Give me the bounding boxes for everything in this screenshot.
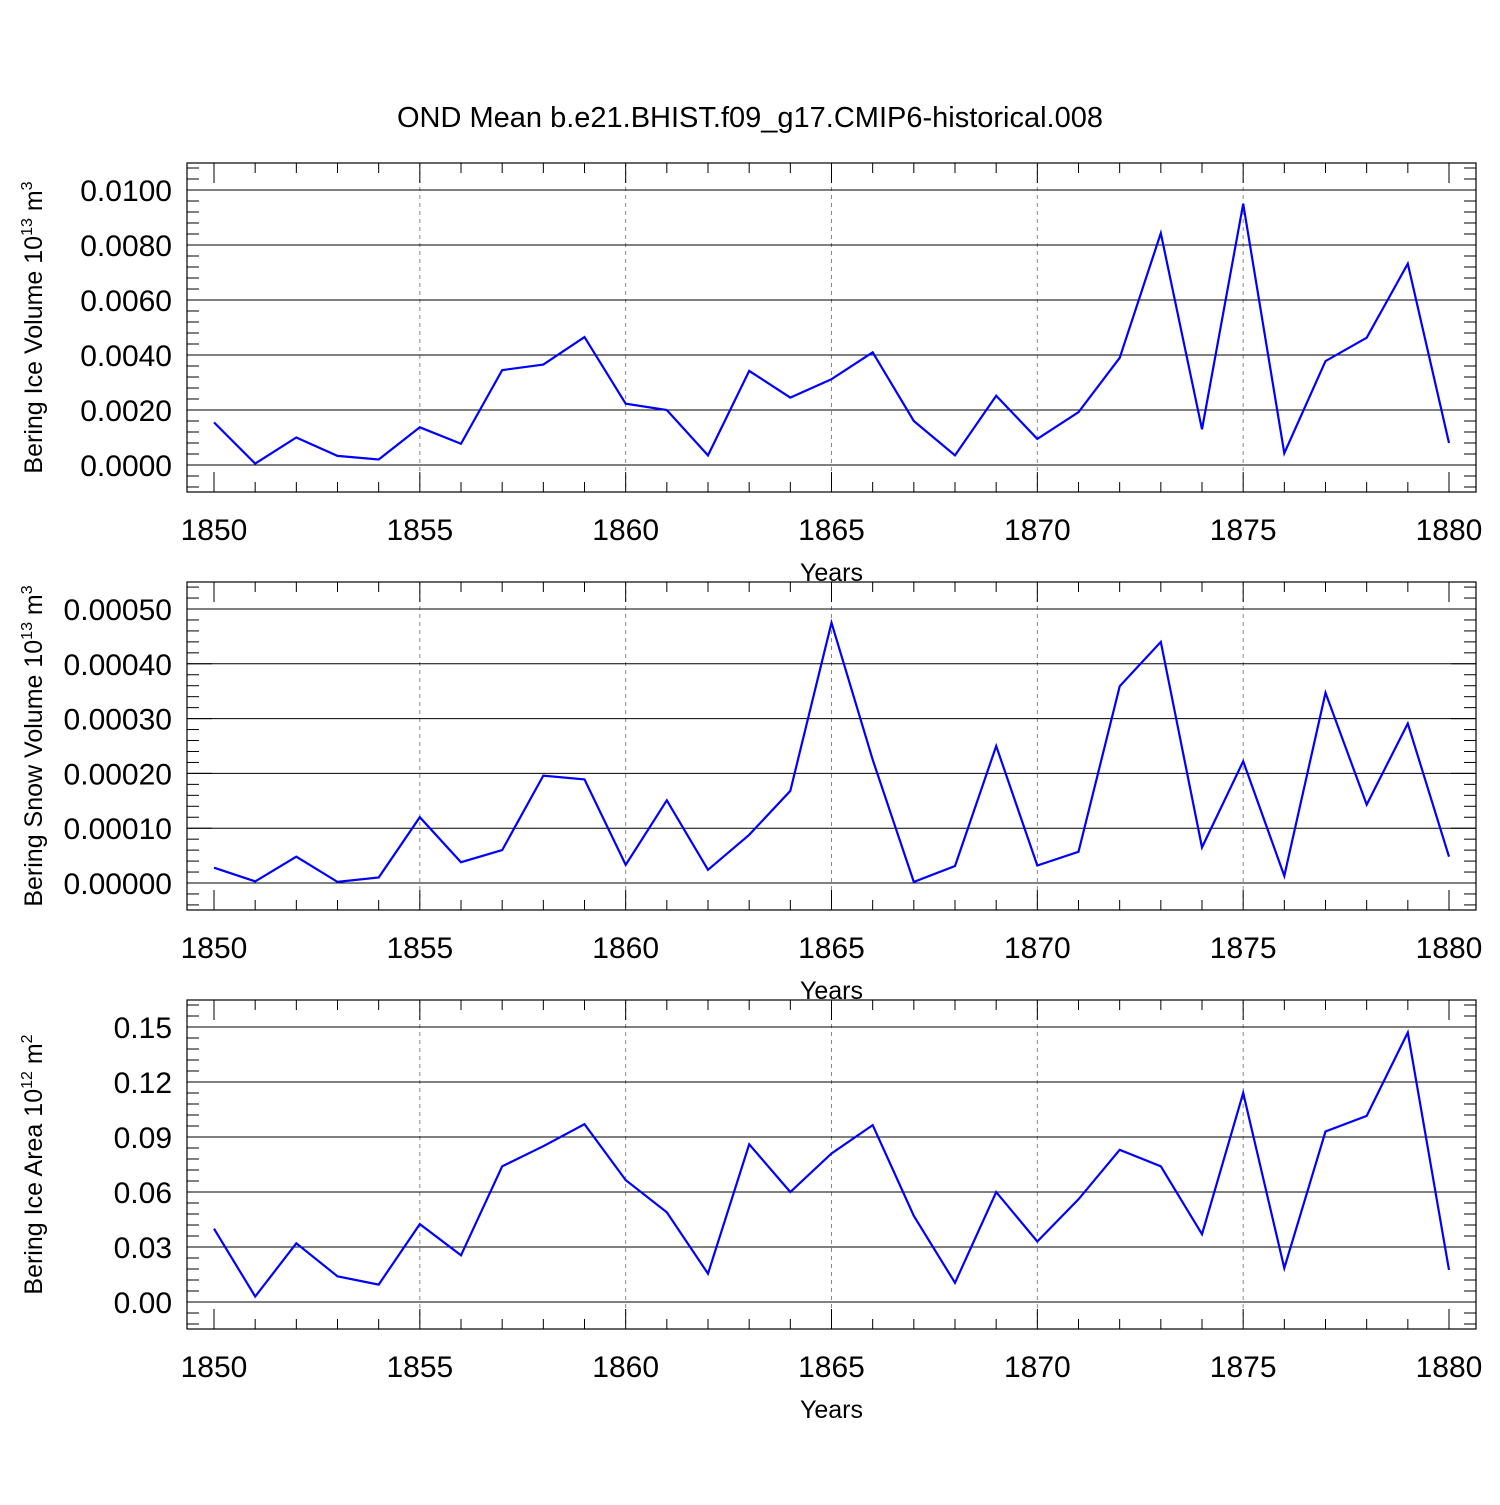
x-tick-label: 1880 (1416, 514, 1483, 547)
x-tick-label: 1860 (592, 514, 659, 547)
x-tick-label: 1855 (386, 932, 453, 965)
figure-title: OND Mean b.e21.BHIST.f09_g17.CMIP6-histo… (397, 102, 1103, 134)
x-axis-title: Years (800, 1396, 863, 1424)
x-tick-label: 1860 (592, 932, 659, 965)
y-axis-title-text: Bering Ice Volume 10 (20, 236, 48, 474)
y-axis-title-unit: m (20, 594, 48, 622)
y-tick-label: 0.00030 (64, 704, 172, 737)
x-tick-label: 1870 (1004, 1351, 1071, 1384)
y-axis-title-unit: m (20, 1043, 48, 1071)
y-tick-label: 0.00040 (64, 649, 172, 682)
x-tick-label: 1870 (1004, 932, 1071, 965)
y-axis-title-exponent: 13 (19, 218, 36, 236)
x-tick-label: 1865 (798, 1351, 865, 1384)
series-line (213, 203, 1451, 466)
x-tick-label: 1850 (181, 932, 248, 965)
y-axis-title-text: Bering Ice Area 10 (20, 1089, 48, 1295)
y-axis-title-unit-exponent: 3 (19, 585, 36, 594)
y-tick-label: 0.00000 (64, 868, 172, 901)
y-tick-label: 0.0060 (80, 285, 172, 318)
y-tick-label: 0.0080 (80, 230, 172, 263)
y-tick-label: 0.03 (114, 1232, 172, 1265)
x-tick-label: 1875 (1210, 932, 1277, 965)
series-line (213, 618, 1451, 884)
x-tick-label: 1880 (1416, 932, 1483, 965)
y-axis-title: Bering Ice Area 1012 m2 (19, 1034, 48, 1294)
x-tick-label: 1880 (1416, 1351, 1483, 1384)
x-tick-label: 1850 (181, 514, 248, 547)
y-axis-title-unit-exponent: 2 (19, 1034, 36, 1043)
x-tick-label: 1875 (1210, 1351, 1277, 1384)
y-axis-title-exponent: 13 (19, 622, 36, 640)
y-tick-label: 0.00020 (64, 758, 172, 791)
y-axis-title-exponent: 12 (19, 1071, 36, 1089)
y-tick-label: 0.00010 (64, 813, 172, 846)
panel-2: 0.00000 0.00010 0.00020 0.00030 0.00040 0.000… (19, 581, 1483, 1005)
y-tick-label: 0.0020 (80, 395, 172, 428)
y-tick-label: 0.12 (114, 1067, 172, 1100)
series-line (213, 1028, 1451, 1299)
x-tick-label: 1850 (181, 1351, 248, 1384)
y-tick-label: 0.00 (114, 1287, 172, 1320)
panel-1: 0.0000 0.0020 0.0040 0.0060 0.0080 0.0100 1850… (19, 162, 1483, 587)
x-tick-label: 1860 (592, 1351, 659, 1384)
x-tick-label: 1865 (798, 932, 865, 965)
y-axis-title-unit: m (20, 190, 48, 218)
y-axis-title: Bering Snow Volume 1013 m3 (19, 585, 48, 906)
y-tick-label: 0.15 (114, 1012, 172, 1045)
y-tick-label: 0.00050 (64, 594, 172, 627)
x-tick-label: 1855 (386, 514, 453, 547)
x-tick-label: 1855 (386, 1351, 453, 1384)
x-tick-label: 1875 (1210, 514, 1277, 547)
y-tick-label: 0.06 (114, 1177, 172, 1210)
y-axis-title-text: Bering Snow Volume 10 (20, 640, 48, 907)
panel-3: 0.00 0.03 0.06 0.09 0.12 0.15 1850 1855 1860 1865… (19, 999, 1483, 1424)
y-tick-label: 0.0100 (80, 175, 172, 208)
x-tick-label: 1865 (798, 514, 865, 547)
y-tick-label: 0.09 (114, 1122, 172, 1155)
y-axis-title: Bering Ice Volume 1013 m3 (19, 181, 48, 473)
x-tick-label: 1870 (1004, 514, 1071, 547)
y-tick-label: 0.0040 (80, 340, 172, 373)
y-tick-label: 0.0000 (80, 450, 172, 483)
y-axis-title-unit-exponent: 3 (19, 181, 36, 190)
